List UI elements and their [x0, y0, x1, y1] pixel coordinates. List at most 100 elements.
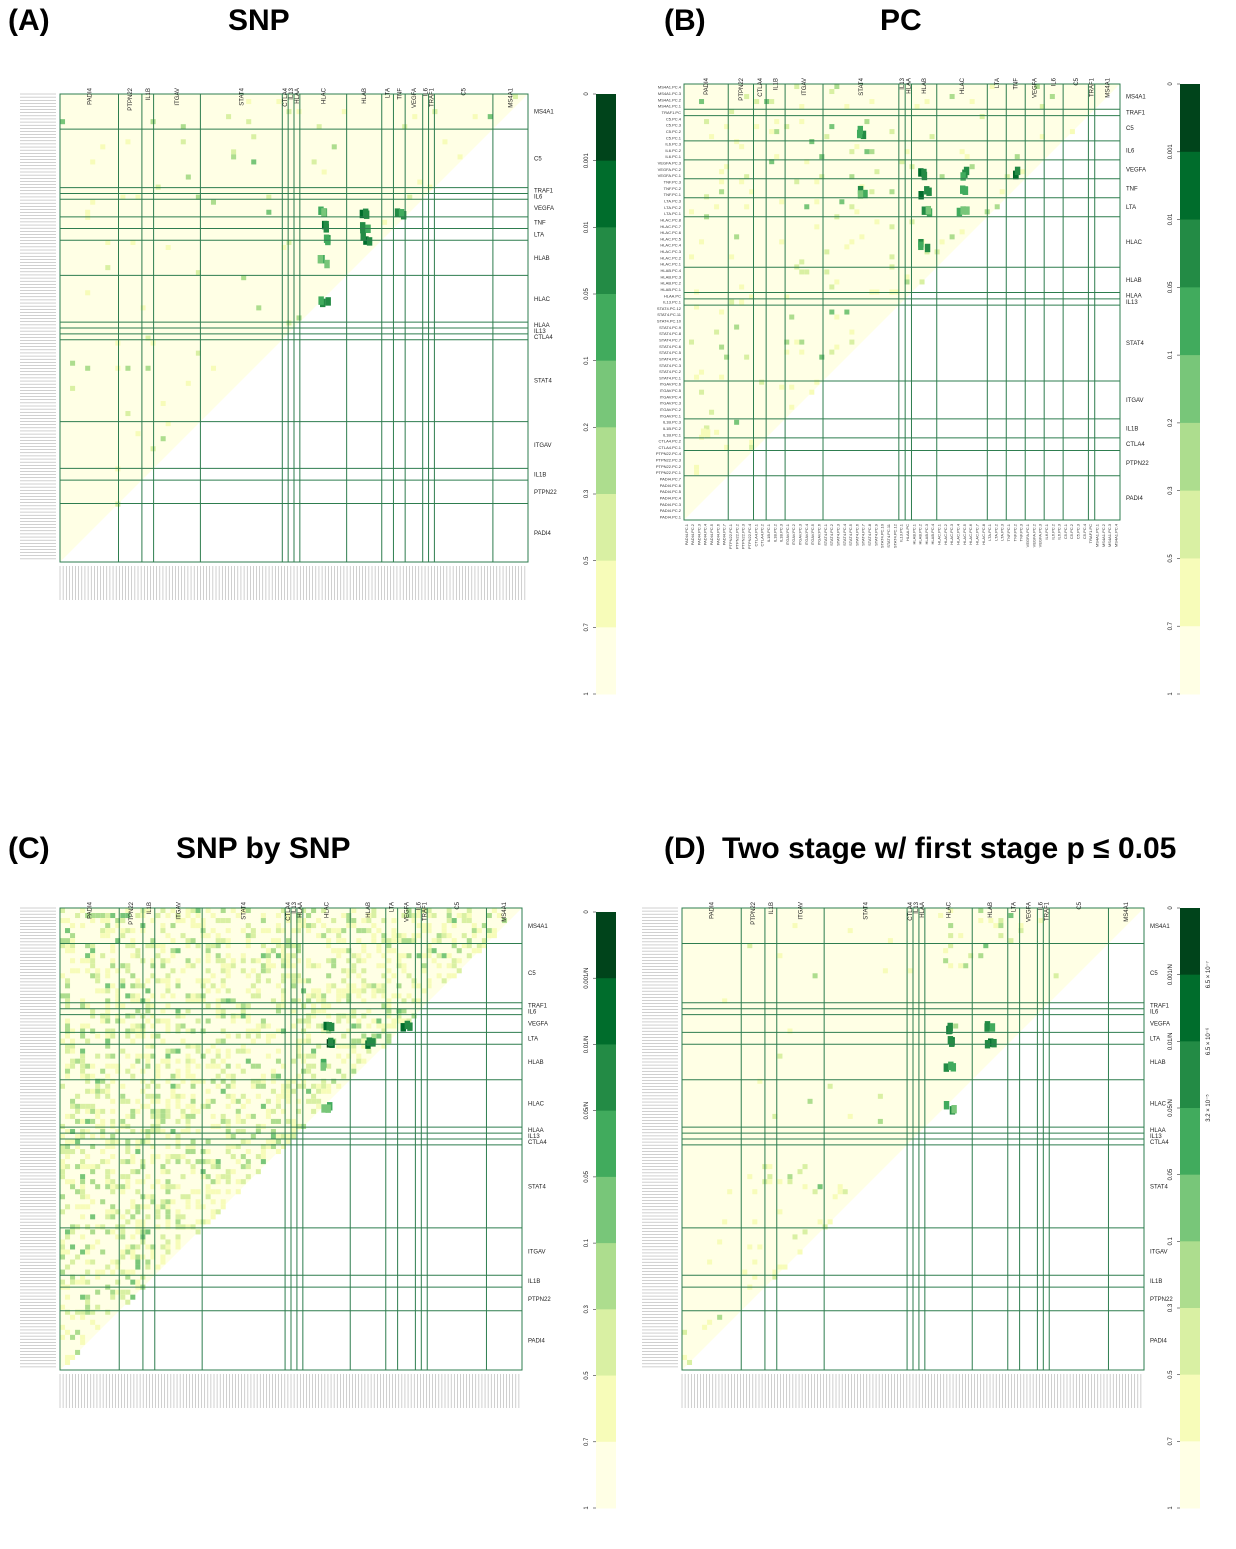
heatmap-cell	[280, 928, 286, 934]
heatmap-cell	[205, 1184, 211, 1190]
heatmap-cell	[100, 1133, 106, 1139]
heatmap-cell	[689, 254, 695, 260]
heatmap-cell	[376, 928, 382, 934]
heatmap-cell	[80, 1103, 86, 1109]
heatmap-cell	[200, 1103, 206, 1109]
heatmap-cell	[60, 1169, 66, 1175]
heatmap-cell	[275, 953, 281, 959]
heatmap-cell	[291, 973, 297, 979]
heatmap-cell	[466, 918, 472, 924]
heatmap-cell	[744, 354, 750, 360]
heatmap-cell	[964, 154, 970, 160]
significant-cell	[394, 208, 401, 217]
colorbar-tick-label: 1	[584, 1506, 590, 1510]
gene-label-right: PTPN22	[1126, 461, 1149, 467]
heatmap-cell	[301, 1083, 307, 1089]
heatmap-cell	[115, 1289, 121, 1295]
row-label: STAT4.PC.3	[659, 363, 682, 368]
significant-cell	[857, 190, 864, 199]
heatmap-cell	[819, 154, 825, 160]
heatmap-cell	[115, 340, 121, 346]
significant-cell	[964, 206, 970, 215]
heatmap-cell	[859, 234, 865, 240]
heatmap-cell	[85, 290, 91, 296]
heatmap-cell	[165, 1048, 171, 1054]
heatmap-cell	[336, 1013, 342, 1019]
heatmap-cell	[160, 948, 166, 954]
gene-label-right: PADI4	[528, 1338, 546, 1344]
heatmap-cell	[160, 978, 166, 984]
heatmap-cell	[165, 421, 171, 427]
heatmap-cell	[306, 1018, 312, 1024]
colorbar-tick-label: 0.7	[584, 1437, 590, 1446]
heatmap-cell	[280, 993, 286, 999]
heatmap-cell	[386, 938, 392, 944]
heatmap-cell	[306, 1038, 312, 1044]
heatmap-cell	[145, 1194, 151, 1200]
heatmap-cell	[1018, 923, 1024, 929]
gene-label-top: IL13	[292, 901, 298, 913]
heatmap-cell	[882, 968, 888, 974]
heatmap-cell	[85, 1299, 91, 1305]
heatmap-cell	[406, 913, 412, 919]
heatmap-cell	[948, 923, 954, 929]
colorbar-tick-label: 0.3	[584, 1305, 590, 1314]
heatmap-cell	[699, 369, 705, 375]
heatmap-cell	[441, 933, 447, 939]
heatmap-cell	[391, 938, 397, 944]
heatmap-cell	[65, 1229, 71, 1235]
gene-label-top: IL6	[416, 901, 422, 910]
heatmap-cell	[255, 978, 261, 984]
heatmap-cell	[105, 1209, 111, 1215]
heatmap-cell	[260, 1103, 266, 1109]
heatmap-cell	[757, 1244, 763, 1250]
row-label: STAT4.PC.9	[659, 325, 682, 330]
heatmap-cell	[190, 938, 196, 944]
heatmap-cell	[145, 335, 151, 341]
heatmap-cell	[125, 1144, 131, 1150]
colorbar-band	[596, 494, 616, 562]
heatmap-cell	[105, 239, 111, 245]
heatmap-cell	[255, 1128, 261, 1134]
heatmap-cell	[285, 953, 291, 959]
heatmap-cell	[487, 114, 493, 120]
gene-label-top: ITGAV	[802, 78, 808, 96]
heatmap-cell	[105, 1053, 111, 1059]
heatmap-cell	[135, 1033, 141, 1039]
heatmap-cell	[65, 1149, 71, 1155]
heatmap-cell	[75, 968, 81, 974]
row-label: IL1B.PC.2	[663, 426, 682, 431]
heatmap-cell	[65, 1003, 71, 1009]
row-label: ITGAV.PC.1	[660, 413, 682, 418]
heatmap-cell	[240, 1103, 246, 1109]
heatmap-cell	[190, 993, 196, 999]
gene-label-right: IL1B	[534, 472, 546, 478]
gene-label-right: IL13	[1126, 300, 1138, 306]
colorbar-tick-label: 0.01/N	[1168, 1032, 1174, 1050]
heatmap-cell	[190, 1169, 196, 1175]
heatmap-cell	[105, 1038, 111, 1044]
heatmap-cell	[60, 1174, 66, 1180]
heatmap-cell	[155, 1123, 161, 1129]
heatmap-cell	[120, 928, 126, 934]
heatmap-cell	[150, 918, 156, 924]
heatmap-cell	[145, 988, 151, 994]
colorbar-band	[1180, 1374, 1200, 1442]
heatmap-cell	[235, 1179, 241, 1185]
heatmap-cell	[255, 958, 261, 964]
significant-cell	[1014, 166, 1021, 176]
heatmap-cell	[220, 1113, 226, 1119]
heatmap-cell	[160, 1169, 166, 1175]
heatmap-cell	[230, 1098, 236, 1104]
heatmap-cell	[311, 908, 317, 914]
heatmap-cell	[336, 1018, 342, 1024]
heatmap-cell	[451, 963, 457, 969]
heatmap-cell	[95, 1224, 101, 1230]
heatmap-cell	[864, 119, 870, 125]
heatmap-cell	[85, 953, 91, 959]
heatmap-cell	[291, 1008, 297, 1014]
heatmap-cell	[391, 928, 397, 934]
gene-label-right: CTLA4	[1126, 442, 1145, 448]
significant-cell	[325, 297, 331, 306]
